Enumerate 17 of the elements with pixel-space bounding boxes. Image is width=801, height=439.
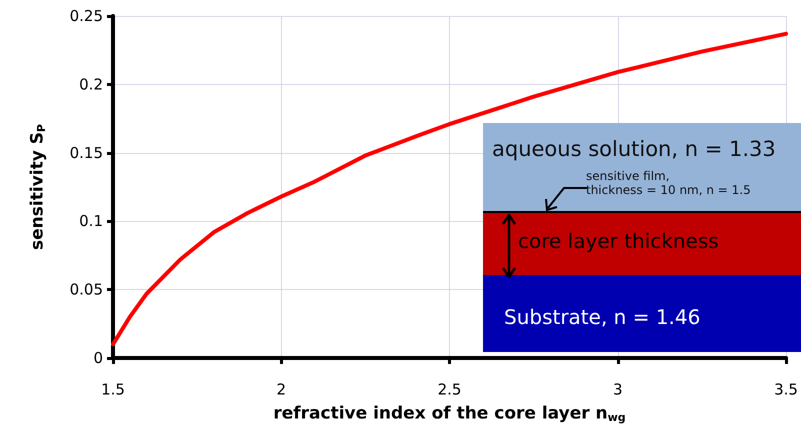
x-tick-label: 3 [612,380,623,398]
annotation: aqueous solution, n = 1.33 [492,137,776,162]
line-series [111,32,788,346]
x-tick-label: 1.5 [101,380,125,398]
y-tick-label: 0 [93,349,103,367]
annotation: Substrate, n = 1.46 [504,305,700,329]
annotation: sensitive film, thickness = 10 nm, n = 1.5 [586,169,751,198]
y-tick-label: 0.25 [70,7,103,25]
x-tick-label: 3.5 [774,380,798,398]
y-tick-label: 0.2 [79,75,103,94]
x-tick-label: 2.5 [438,380,462,398]
annotation: core layer thickness [518,229,719,253]
y-tick-label: 0.15 [70,144,103,162]
y-axis-title: sensitivity SP [28,124,48,250]
x-tick-label: 2 [276,380,286,398]
y-tick-label: 0.05 [70,280,103,299]
y-tick-label: 0.1 [79,212,103,230]
